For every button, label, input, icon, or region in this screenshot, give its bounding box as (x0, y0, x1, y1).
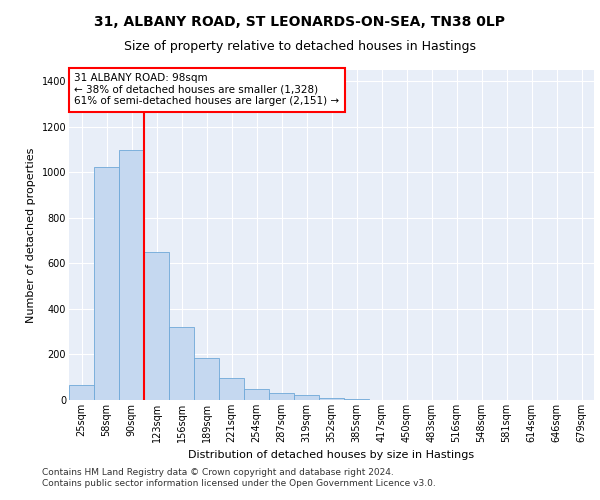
Text: 31, ALBANY ROAD, ST LEONARDS-ON-SEA, TN38 0LP: 31, ALBANY ROAD, ST LEONARDS-ON-SEA, TN3… (95, 15, 505, 29)
Text: 31 ALBANY ROAD: 98sqm
← 38% of detached houses are smaller (1,328)
61% of semi-d: 31 ALBANY ROAD: 98sqm ← 38% of detached … (74, 74, 340, 106)
Bar (119, 150, 144, 400)
Bar (144, 252, 169, 400)
Bar (344, 399, 369, 400)
Y-axis label: Number of detached properties: Number of detached properties (26, 148, 36, 322)
Bar (194, 358, 219, 400)
Bar (219, 378, 244, 400)
Bar (294, 396, 319, 400)
Text: Size of property relative to detached houses in Hastings: Size of property relative to detached ho… (124, 40, 476, 53)
X-axis label: Distribution of detached houses by size in Hastings: Distribution of detached houses by size … (188, 450, 475, 460)
Bar (319, 398, 344, 400)
Bar (169, 327, 194, 400)
Bar (244, 388, 269, 400)
Bar (69, 385, 94, 400)
Bar (269, 393, 294, 400)
Bar (94, 166, 119, 400)
Text: Contains HM Land Registry data © Crown copyright and database right 2024.
Contai: Contains HM Land Registry data © Crown c… (42, 468, 436, 487)
